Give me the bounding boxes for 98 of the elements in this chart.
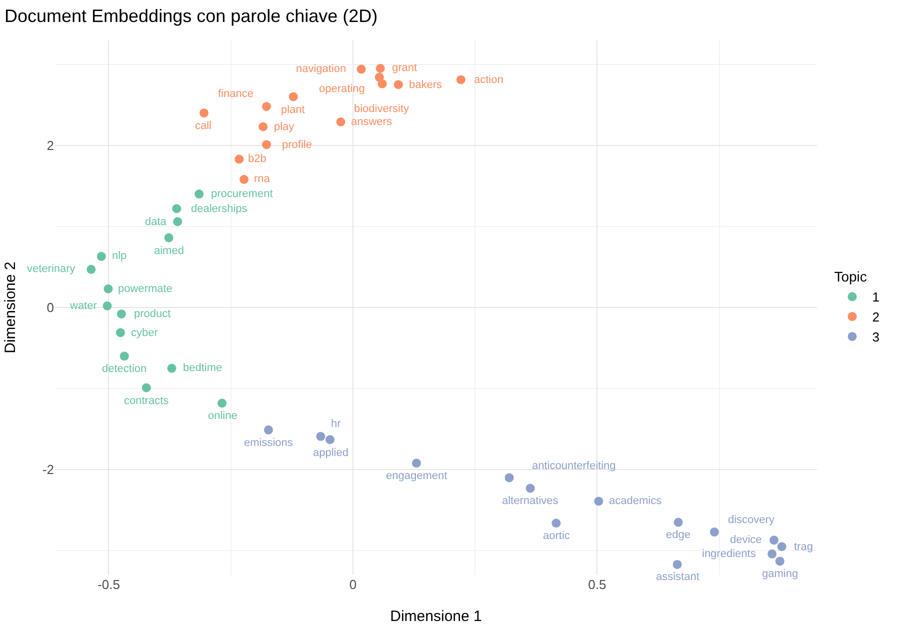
- data-label: answers: [351, 116, 392, 128]
- point: [173, 217, 182, 226]
- point: [552, 518, 561, 528]
- point: [504, 473, 514, 482]
- data-label: hr: [331, 418, 342, 430]
- y-axis-title: Dimensione 2: [2, 262, 19, 354]
- point: [262, 140, 271, 150]
- point: [777, 542, 786, 552]
- y-tick-label: -2: [42, 462, 54, 478]
- data-label: powermate: [118, 283, 172, 295]
- data-label: engagement: [386, 470, 448, 482]
- data-label: academics: [609, 495, 662, 507]
- point: [326, 435, 334, 444]
- x-tick-label: 0: [349, 577, 357, 592]
- point: [378, 79, 387, 88]
- data-label: online: [208, 410, 238, 422]
- chart-title: Document Embeddings con parole chiave (2D): [4, 6, 378, 26]
- x-tick-label: 0.5: [588, 577, 606, 592]
- point: [86, 264, 96, 274]
- point: [526, 484, 535, 493]
- data-label: rna: [254, 173, 271, 185]
- data-label: gaming: [762, 568, 798, 580]
- point: [594, 496, 604, 506]
- data-label: discovery: [728, 514, 775, 526]
- point: [288, 92, 298, 102]
- data-label: edge: [666, 529, 690, 541]
- data-label: aortic: [543, 530, 570, 542]
- point: [102, 301, 112, 310]
- point: [194, 190, 204, 199]
- point: [218, 398, 227, 408]
- point: [768, 549, 777, 558]
- data-label: profile: [282, 139, 312, 151]
- point: [116, 328, 125, 338]
- point: [120, 352, 129, 361]
- data-label: product: [134, 308, 171, 320]
- point: [104, 284, 113, 294]
- data-label: plant: [281, 104, 305, 116]
- point: [775, 556, 784, 566]
- data-label: call: [195, 120, 212, 132]
- data-label: applied: [313, 447, 348, 459]
- point: [394, 80, 403, 90]
- data-label: action: [474, 74, 504, 86]
- point: [240, 174, 249, 184]
- data-label: cyber: [131, 327, 158, 339]
- point: [199, 108, 208, 118]
- point: [770, 536, 779, 545]
- x-tick-label: -0.5: [98, 577, 120, 592]
- data-label: dealerships: [191, 203, 248, 215]
- data-label: grant: [392, 62, 418, 74]
- data-label: biodiversity: [354, 103, 410, 115]
- data-label: trag: [794, 541, 813, 553]
- data-label: bakers: [409, 79, 443, 91]
- data-label: water: [69, 300, 98, 312]
- data-label: anticounterfeiting: [532, 460, 616, 472]
- point: [164, 233, 174, 242]
- point: [376, 64, 385, 73]
- point: [172, 204, 182, 214]
- data-label: finance: [218, 88, 254, 100]
- legend-label: 1: [872, 290, 880, 305]
- y-tick-label: 2: [46, 138, 54, 153]
- data-label: play: [274, 121, 295, 133]
- data-label: contracts: [124, 395, 170, 407]
- point: [142, 383, 151, 392]
- data-label: detection: [102, 363, 147, 375]
- point: [167, 364, 176, 373]
- point: [316, 432, 326, 441]
- data-label: b2b: [248, 153, 266, 165]
- data-label: bedtime: [183, 362, 222, 374]
- legend-label: 3: [872, 330, 880, 345]
- legend-label: 2: [872, 310, 880, 325]
- data-label: procurement: [211, 188, 273, 200]
- data-label: veterinary: [27, 263, 76, 275]
- point: [456, 75, 466, 84]
- y-tick-label: 0: [46, 300, 54, 316]
- point: [264, 425, 273, 434]
- legend-title: Topic: [834, 268, 867, 285]
- point: [336, 117, 346, 126]
- data-label: data: [145, 216, 168, 228]
- data-label: aimed: [154, 245, 184, 257]
- data-label: assistant: [656, 571, 700, 583]
- point: [710, 528, 719, 537]
- data-label: emissions: [244, 437, 294, 449]
- point: [672, 560, 682, 569]
- data-label: ingredients: [702, 548, 756, 560]
- point: [258, 122, 268, 132]
- point: [262, 102, 271, 111]
- data-label: navigation: [296, 63, 346, 75]
- point: [412, 458, 421, 468]
- point: [234, 154, 244, 164]
- point: [356, 64, 366, 74]
- point: [674, 518, 683, 527]
- data-label: device: [730, 534, 762, 546]
- data-label: operating: [319, 83, 365, 95]
- x-axis-title: Dimensione 1: [390, 608, 482, 625]
- point: [116, 309, 126, 318]
- point: [96, 252, 106, 261]
- data-label: alternatives: [502, 495, 559, 507]
- data-label: nlp: [112, 250, 127, 262]
